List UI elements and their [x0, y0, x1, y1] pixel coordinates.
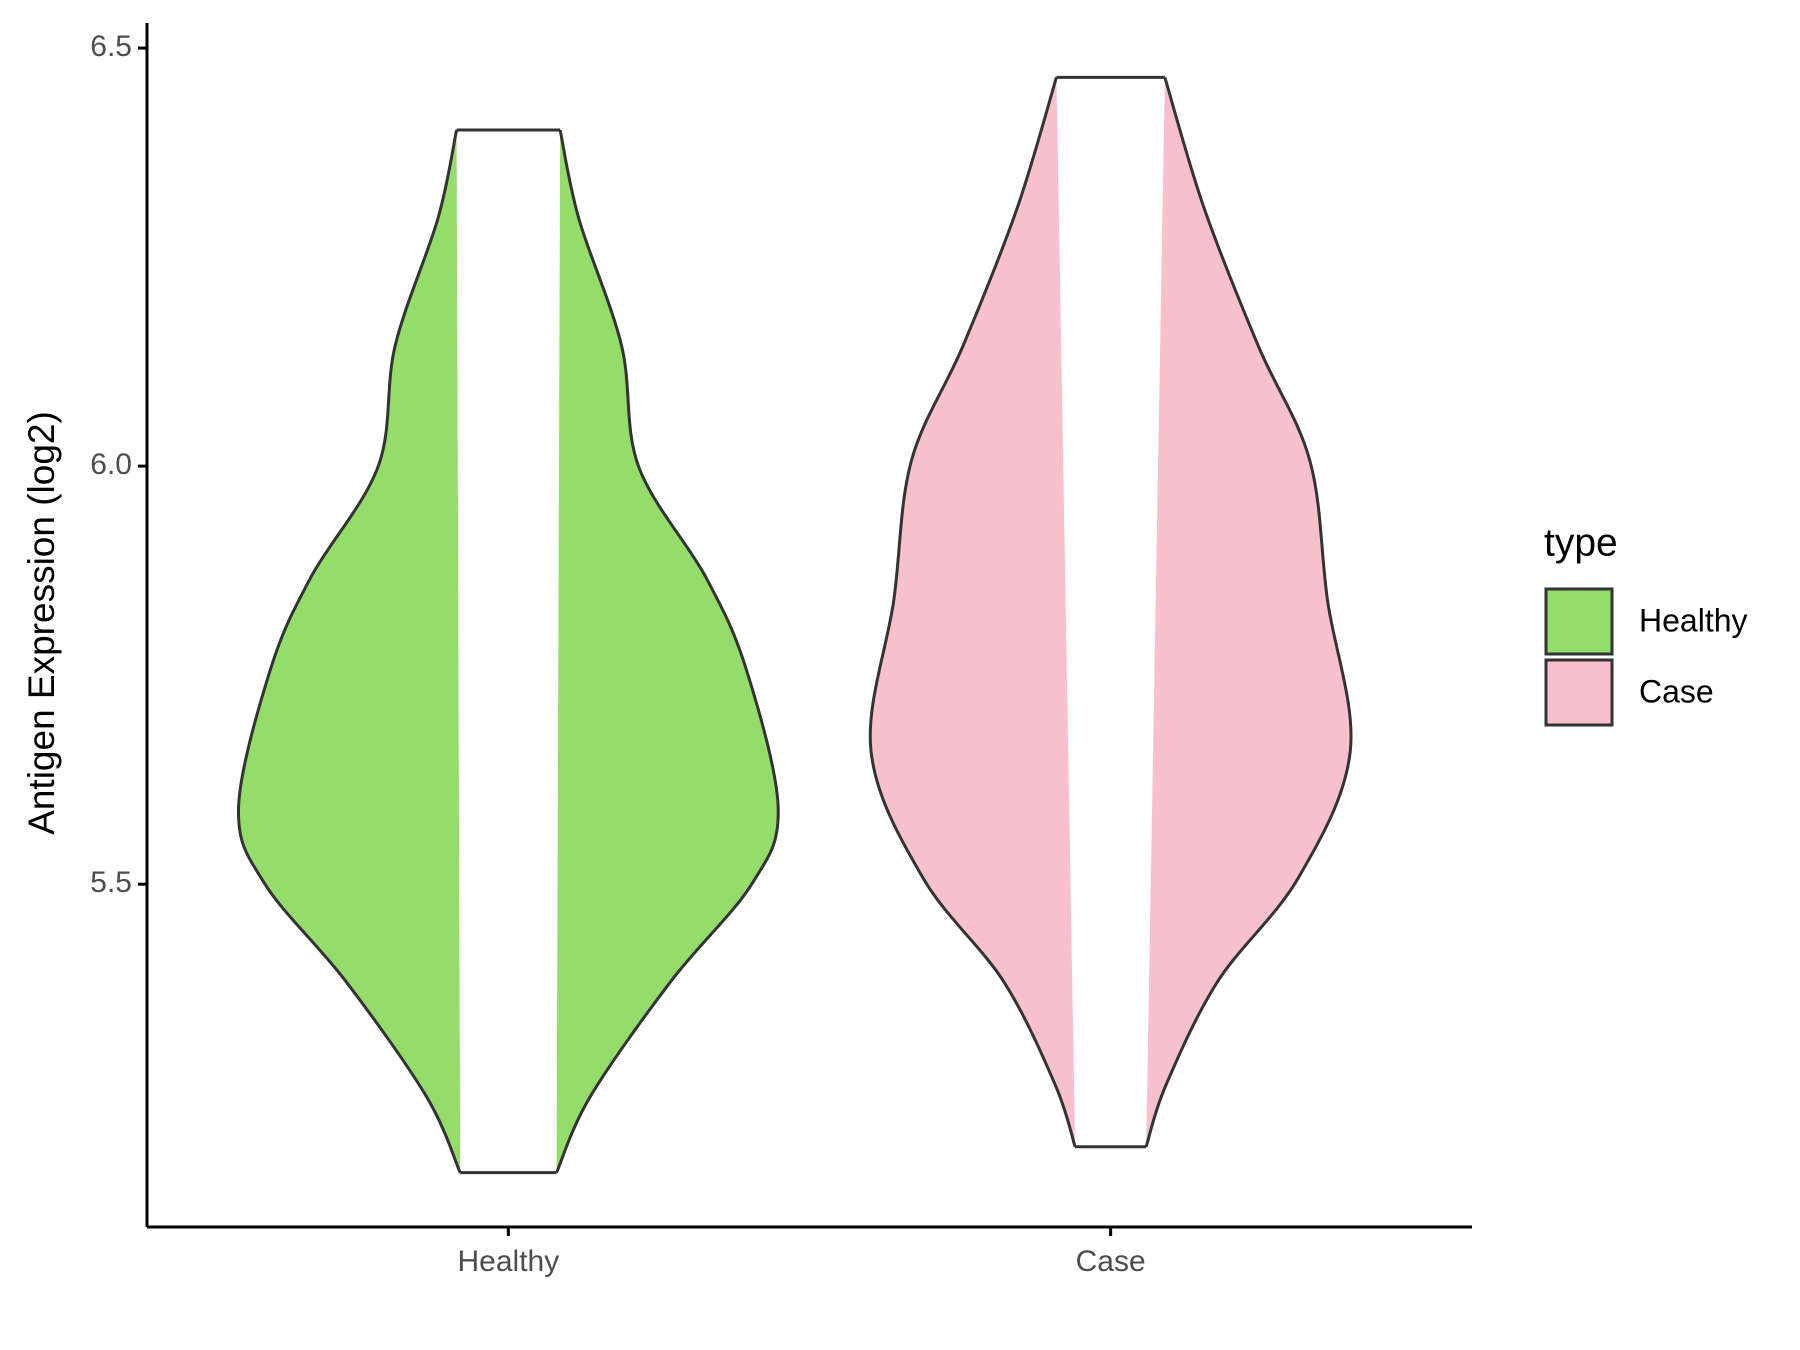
x-tick-label: Healthy [458, 1245, 560, 1278]
violin-half [868, 76, 1077, 1148]
y-axis-title: Antigen Expression (log2) [21, 411, 62, 835]
y-tick-label: 6.0 [90, 448, 132, 481]
x-tick-label: Case [1076, 1245, 1146, 1278]
legend-label: Case [1639, 673, 1714, 709]
violin-half [1144, 76, 1353, 1148]
y-tick-label: 5.5 [90, 866, 132, 899]
violin-half [237, 129, 462, 1174]
legend-label: Healthy [1639, 602, 1748, 638]
violin-half [555, 129, 780, 1174]
y-tick-label: 6.5 [90, 30, 132, 63]
legend-key [1544, 587, 1614, 656]
legend-key [1544, 658, 1614, 727]
legend-title: type [1544, 521, 1618, 564]
